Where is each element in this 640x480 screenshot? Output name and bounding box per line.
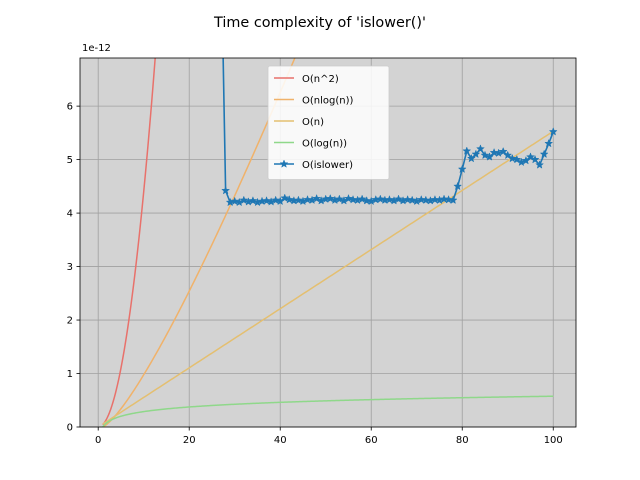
series-point	[489, 147, 499, 157]
x-tick-label: 40	[274, 435, 287, 446]
series-point	[539, 149, 549, 159]
series-point	[344, 193, 353, 203]
series-point	[439, 194, 449, 203]
legend-label: O(nlog(n))	[302, 95, 353, 106]
series-point	[457, 164, 467, 174]
y-tick-label: 2	[67, 316, 73, 327]
series-point	[271, 195, 281, 205]
series-point	[293, 195, 303, 205]
plot-frame	[79, 57, 577, 428]
legend-label: O(n)	[302, 117, 324, 128]
series-point	[471, 149, 481, 159]
y-tick-label: 1	[67, 369, 73, 380]
series-point	[453, 181, 463, 191]
x-tick-label: 100	[544, 435, 563, 446]
series-point	[416, 195, 426, 204]
series-point	[544, 138, 554, 148]
series-line-1	[102, 58, 296, 427]
y-tick-label: 5	[67, 155, 73, 166]
x-tick-label: 80	[456, 435, 469, 446]
series-point	[312, 193, 322, 203]
series-point	[535, 160, 545, 169]
series-point	[444, 195, 454, 204]
series-point	[512, 154, 522, 164]
series-point	[448, 195, 458, 205]
x-tick-label: 20	[183, 435, 196, 446]
y-tick-label: 0	[67, 423, 73, 434]
series-point	[357, 194, 367, 203]
legend-box	[267, 65, 390, 180]
series-point	[507, 153, 517, 163]
series-point	[407, 195, 417, 205]
series-point	[498, 146, 508, 156]
series-point	[421, 195, 431, 205]
series-point	[239, 195, 249, 205]
series-point	[334, 194, 344, 203]
series-point	[430, 195, 440, 204]
series-point	[280, 193, 290, 202]
series-point	[384, 195, 394, 204]
series-point	[325, 193, 335, 203]
series-point	[284, 195, 294, 204]
series-point	[221, 185, 231, 195]
series-line-3	[102, 395, 554, 427]
series-point	[375, 194, 385, 203]
series-point	[394, 194, 404, 203]
y-tick-label: 4	[67, 209, 73, 220]
x-axis: 0 20 40 60 80 100	[95, 427, 563, 446]
series-point	[230, 196, 240, 206]
y-tick-label: 3	[67, 262, 73, 273]
series-point	[526, 152, 535, 161]
x-tick-label: 60	[365, 435, 378, 446]
series-point	[262, 196, 272, 205]
legend: O(n^2) O(nlog(n)) O(n) O(log(n)) O(islower)	[267, 65, 390, 180]
legend-label: O(islower)	[302, 160, 353, 171]
x-tick-label: 0	[95, 435, 101, 446]
series-point	[462, 146, 472, 155]
y-tick-label: 6	[67, 102, 73, 113]
chart-title: Time complexity of 'islower()'	[213, 15, 426, 31]
y-offset-label: 1e-12	[82, 43, 111, 54]
series-point	[303, 195, 312, 204]
series-point	[530, 154, 540, 164]
legend-label: O(n^2)	[302, 74, 339, 85]
series-point	[248, 196, 258, 205]
series-point	[480, 150, 490, 160]
series-line-2	[102, 130, 554, 425]
series-point	[548, 127, 558, 136]
series-point	[475, 144, 485, 153]
series-point	[362, 196, 372, 205]
legend-marker	[279, 159, 289, 168]
series-group	[102, 58, 558, 427]
series-point	[403, 195, 413, 204]
y-axis: 0 1 2 3 4 5 6	[67, 102, 80, 434]
series-point	[503, 150, 513, 160]
legend-label: O(log(n))	[302, 138, 347, 149]
series-point	[348, 195, 358, 204]
